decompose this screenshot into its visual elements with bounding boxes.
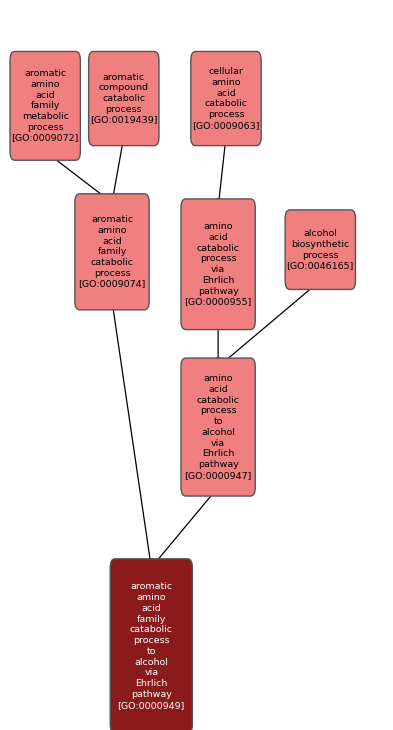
- Text: aromatic
amino
acid
family
metabolic
process
[GO:0009072]: aromatic amino acid family metabolic pro…: [11, 69, 79, 142]
- FancyBboxPatch shape: [110, 559, 193, 730]
- Text: alcohol
biosynthetic
process
[GO:0046165]: alcohol biosynthetic process [GO:0046165…: [286, 229, 354, 270]
- Text: aromatic
amino
acid
family
catabolic
process
to
alcohol
via
Ehrlich
pathway
[GO:: aromatic amino acid family catabolic pro…: [118, 583, 185, 710]
- FancyBboxPatch shape: [75, 193, 149, 310]
- FancyBboxPatch shape: [285, 210, 355, 289]
- FancyBboxPatch shape: [181, 199, 255, 330]
- FancyBboxPatch shape: [181, 358, 255, 496]
- Text: amino
acid
catabolic
process
via
Ehrlich
pathway
[GO:0000955]: amino acid catabolic process via Ehrlich…: [184, 222, 252, 307]
- FancyBboxPatch shape: [10, 51, 81, 161]
- Text: amino
acid
catabolic
process
to
alcohol
via
Ehrlich
pathway
[GO:0000947]: amino acid catabolic process to alcohol …: [184, 374, 252, 480]
- FancyBboxPatch shape: [89, 51, 159, 146]
- FancyBboxPatch shape: [191, 51, 261, 146]
- Text: aromatic
amino
acid
family
catabolic
process
[GO:0009074]: aromatic amino acid family catabolic pro…: [78, 215, 146, 288]
- Text: cellular
amino
acid
catabolic
process
[GO:0009063]: cellular amino acid catabolic process [G…: [192, 67, 260, 130]
- Text: aromatic
compound
catabolic
process
[GO:0019439]: aromatic compound catabolic process [GO:…: [90, 72, 158, 125]
